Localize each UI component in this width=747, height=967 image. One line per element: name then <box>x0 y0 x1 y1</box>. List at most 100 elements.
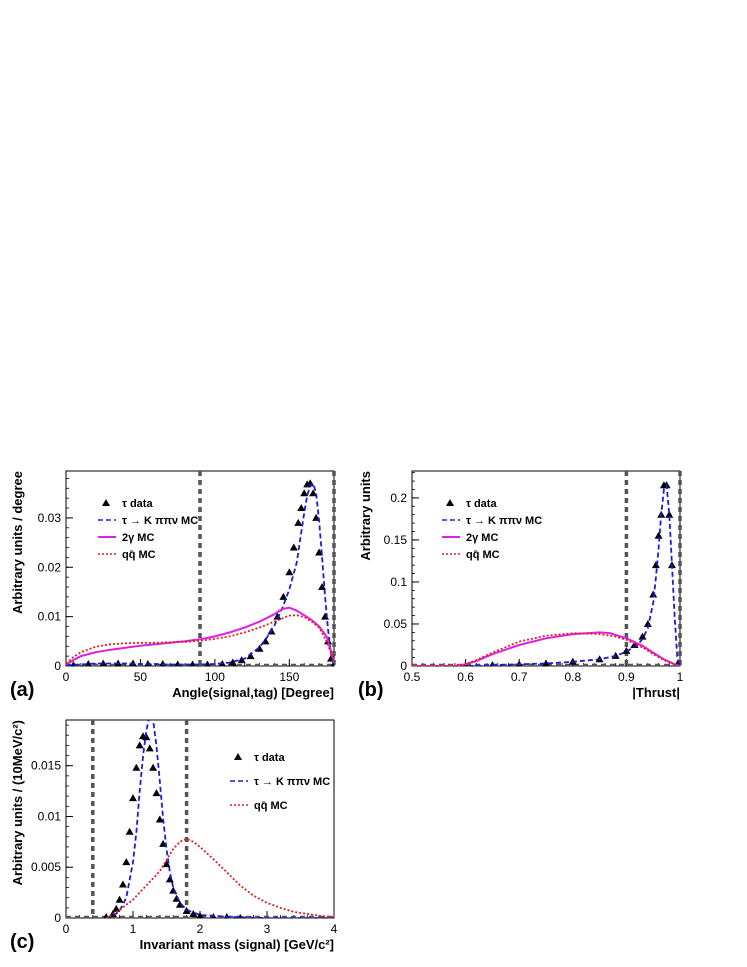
chart1-x-axis-label: |Thrust| <box>632 685 680 700</box>
chart1-y-tick-label: 0 <box>400 659 407 673</box>
chart1-x-tick-label: 0.5 <box>404 670 421 684</box>
chart-c: 0 1 2 3 4 0 0.005 0.01 0.015 Invariant mass (sign… <box>10 719 338 953</box>
chart1-frame <box>411 470 681 667</box>
chart-a: 0 50 100 150 0 0.01 0.02 0.03 Angle(signal,tag) … <box>10 470 336 701</box>
chart1-x-tick-label: 0.7 <box>511 670 528 684</box>
chart0-series0-point <box>279 592 288 600</box>
chart2-series0-point <box>132 763 141 771</box>
chart2-series0-point <box>129 794 137 802</box>
chart0-series0-point <box>255 644 264 652</box>
chart2-series2-line <box>105 837 334 918</box>
chart1-legend-label-0: τ data <box>466 498 497 510</box>
chart0-series0-point <box>246 652 255 660</box>
chart1-x-tick-label: 1 <box>677 670 684 684</box>
chart1-plot-area <box>412 481 680 666</box>
chart2-frame <box>65 719 335 919</box>
chart0-series1-line <box>66 481 334 666</box>
chart0-series0-point <box>309 489 318 497</box>
chart0-legend-label-0: τ data <box>122 498 153 510</box>
chart0-y-tick-label: 0.03 <box>38 511 62 525</box>
chart2-legend: τ data τ → K ππν MC qq̄ MC <box>230 752 330 812</box>
chart1-y-tick-label: 0.2 <box>390 491 407 505</box>
chart2-series0-point <box>112 904 121 912</box>
chart0-series3-line <box>66 614 334 665</box>
chart1-series0-point <box>643 619 652 627</box>
chart0-x-tick-label: 150 <box>279 670 299 684</box>
chart2-series0-point <box>115 895 124 903</box>
chart1-series0-point <box>622 646 631 654</box>
chart2-y-tick-label: 0 <box>54 911 61 925</box>
chart2-series0-point <box>125 827 134 835</box>
chart2-series0-point <box>135 741 144 749</box>
chart1-legend-label-1: τ → K ππν MC <box>466 515 542 527</box>
chart0-panel-label: (a) <box>10 679 34 701</box>
chart1-series3-line <box>412 632 680 666</box>
chart0-series0-point <box>297 504 306 512</box>
chart2-series0-point <box>122 858 131 866</box>
chart2-x-tick-label: 1 <box>130 922 137 936</box>
chart2-series0-point <box>159 839 168 847</box>
chart1-series2-line <box>412 631 680 666</box>
chart2-series1-line <box>105 720 334 918</box>
chart2-panel-label: (c) <box>10 931 34 953</box>
chart1-x-tick-label: 0.8 <box>564 670 581 684</box>
chart0-series2-line <box>66 606 334 666</box>
chart1-series0-point <box>651 561 660 569</box>
chart1-x-tick-label: 0.6 <box>457 670 474 684</box>
chart2-series0-point <box>237 914 243 918</box>
chart2-x-tick-label: 0 <box>63 922 70 936</box>
chart0-x-tick-label: 50 <box>134 670 148 684</box>
chart0-series0-point <box>228 658 237 666</box>
chart0-series0-point <box>285 568 294 576</box>
chart0-y-axis-label: Arbitrary units / degree <box>10 471 25 614</box>
chart2-series0-point <box>118 880 127 888</box>
chart1-y-tick-label: 0.1 <box>390 575 407 589</box>
chart1-legend: τ data τ → K ππν MC 2γ MC qq̄ MC <box>442 498 542 561</box>
chart2-legend-label-1: τ → K ππν MC <box>254 776 330 788</box>
chart1-series0-point <box>649 590 658 598</box>
chart1-y-axis-label: Arbitrary units <box>358 471 373 561</box>
chart2-series0-point <box>165 875 174 883</box>
chart0-series0-point <box>300 489 309 497</box>
chart2-y-axis-label: Arbitrary units / (10MeV/c²) <box>10 720 25 885</box>
chart1-panel-label: (b) <box>358 679 384 701</box>
chart1-legend-label-2: 2γ MC <box>466 532 498 544</box>
chart0-series0-point <box>321 612 330 620</box>
chart0-legend-0-marker <box>102 499 110 506</box>
chart0-legend-label-1: τ → K ππν MC <box>122 515 198 527</box>
chart0-legend: τ data τ → K ππν MC 2γ MC qq̄ MC <box>98 498 198 561</box>
chart0-legend-label-3: qq̄ MC <box>122 549 156 561</box>
chart2-series0-point <box>149 763 158 771</box>
chart2-y-tick-label: 0.005 <box>31 860 61 874</box>
chart2-plot-area <box>103 720 334 918</box>
chart1-y-tick-label: 0.05 <box>384 617 408 631</box>
chart0-x-tick-label: 0 <box>63 670 70 684</box>
chart0-series0-point <box>289 543 298 551</box>
chart0-series0-point <box>294 518 303 526</box>
chart0-x-axis-label: Angle(signal,tag) [Degree] <box>172 685 334 700</box>
chart2-x-tick-label: 2 <box>197 922 204 936</box>
chart2-x-tick-label: 4 <box>331 922 338 936</box>
chart1-series1-line <box>412 482 680 666</box>
chart2-x-tick-label: 3 <box>264 922 271 936</box>
chart2-series0-point <box>145 744 154 752</box>
chart2-legend-0-marker <box>234 753 242 760</box>
chart1-series0-point <box>654 531 663 539</box>
chart1-series0-point <box>638 632 647 640</box>
chart1-legend-0-marker <box>446 499 454 506</box>
chart2-series0-point <box>155 815 164 823</box>
chart1-series0-point <box>665 510 674 518</box>
chart0-series0-point <box>327 654 334 662</box>
chart1-x-tick-label: 0.9 <box>618 670 635 684</box>
chart2-x-axis-label: Invariant mass (signal) [GeV/c²] <box>140 937 334 952</box>
chart1-y-tick-label: 0.15 <box>384 533 408 547</box>
chart0-x-tick-label: 100 <box>205 670 225 684</box>
chart0-legend-label-2: 2γ MC <box>122 532 154 544</box>
chart0-plot-area <box>66 479 334 666</box>
chart0-y-tick-label: 0 <box>54 659 61 673</box>
chart0-series0-point <box>273 612 282 620</box>
chart0-y-tick-label: 0.02 <box>38 560 62 574</box>
chart0-y-tick-label: 0.01 <box>38 610 62 624</box>
chart2-y-tick-label: 0.015 <box>31 759 61 773</box>
